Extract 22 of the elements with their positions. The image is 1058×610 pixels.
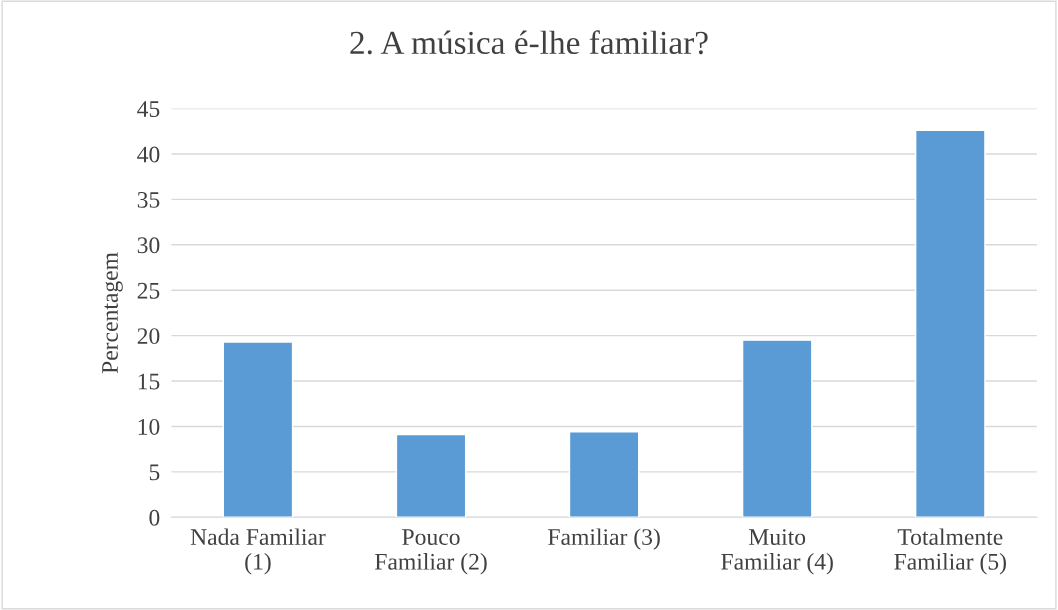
- bar: [568, 431, 640, 518]
- bar: [914, 129, 986, 518]
- bar: [741, 339, 813, 518]
- x-tick-label: Familiar (3): [548, 528, 660, 550]
- bar: [395, 433, 467, 518]
- x-tick-label: Totalmente Familiar (5): [894, 528, 1006, 575]
- y-tick-label: 15: [138, 373, 160, 390]
- y-tick-label: 5: [149, 464, 160, 481]
- y-tick-label: 0: [149, 509, 160, 526]
- x-tick-label: Muito Familiar (4): [721, 529, 833, 575]
- y-tick-label: 30: [137, 237, 160, 254]
- chart-title: 2. A música é-lhe familiar?: [350, 30, 708, 55]
- y-axis-title: Percentagem: [102, 252, 123, 374]
- y-tick-label: 20: [137, 328, 160, 345]
- x-tick-label: Pouco Familiar (2): [374, 529, 487, 575]
- y-tick-label: 10: [138, 418, 160, 435]
- y-tick-label: 25: [137, 282, 160, 299]
- x-tick-label: Nada Familiar (1): [190, 528, 326, 575]
- y-tick-label: 45: [137, 101, 160, 117]
- y-tick-label: 35: [137, 191, 160, 208]
- bar: [222, 341, 294, 518]
- y-tick-label: 40: [137, 146, 160, 163]
